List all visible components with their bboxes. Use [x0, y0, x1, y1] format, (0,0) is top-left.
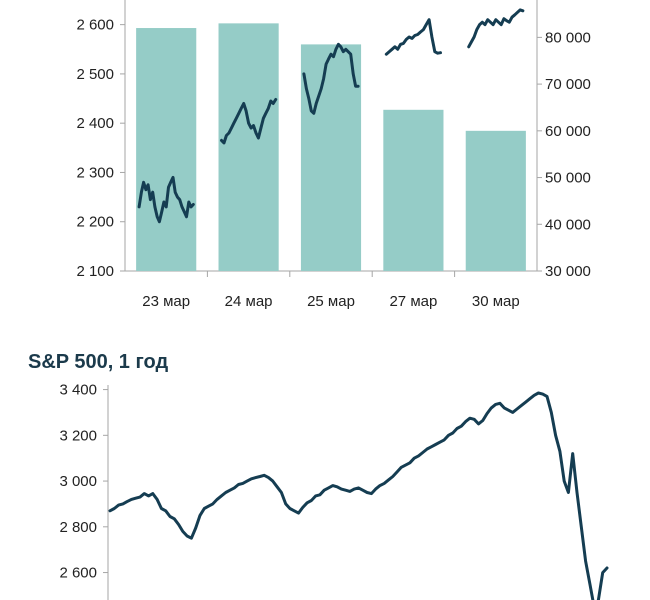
y-right-tick-label: 50 000: [545, 170, 591, 187]
series-line-segment: [467, 8, 525, 49]
y-tick-label: 3 000: [59, 473, 97, 490]
y-left-tick-label: 2 500: [76, 66, 114, 83]
bar: [465, 130, 526, 271]
y-left-tick-label: 2 300: [76, 164, 114, 181]
series-line-segment: [384, 18, 442, 56]
chart-title: S&P 500, 1 год: [28, 351, 169, 373]
y-left-tick-label: 2 400: [76, 115, 114, 132]
series-line-segment: [137, 175, 195, 224]
y-tick-label: 2 600: [59, 565, 97, 582]
y-left-tick-label: 2 600: [76, 17, 114, 34]
y-right-tick-label: 70 000: [545, 76, 591, 93]
bar: [300, 44, 362, 271]
y-left-tick-label: 2 200: [76, 214, 114, 231]
y-tick-label: 3 400: [59, 382, 97, 399]
y-right-tick-label: 40 000: [545, 216, 591, 233]
x-tick-label: 30 мар: [472, 293, 520, 310]
x-tick-label: 24 мар: [225, 293, 273, 310]
series-line-segment: [220, 98, 278, 145]
x-tick-label: 25 мар: [307, 293, 355, 310]
y-tick-label: 2 800: [59, 519, 97, 536]
y-right-tick-label: 80 000: [545, 29, 591, 46]
bar: [218, 23, 279, 272]
sp500-chart: S&P 500, 1 год 2 600 2 800 3 000 3 200 3 400: [28, 351, 609, 600]
bar: [383, 109, 444, 271]
y-left-tick-label: 2 100: [76, 263, 114, 280]
y-right-tick-label: 60 000: [545, 123, 591, 140]
bar: [136, 28, 197, 271]
sp500-line: [108, 391, 609, 600]
y-right-tick-label: 30 000: [545, 263, 591, 280]
top-chart: 2 100 2 200 2 300 2 400 2 500 2 600 30 000 40 0…: [76, 0, 591, 310]
y-tick-label: 3 200: [59, 427, 97, 444]
series-line-segment: [302, 42, 360, 115]
x-tick-label: 23 мар: [142, 293, 190, 310]
x-tick-label: 27 мар: [389, 293, 437, 310]
